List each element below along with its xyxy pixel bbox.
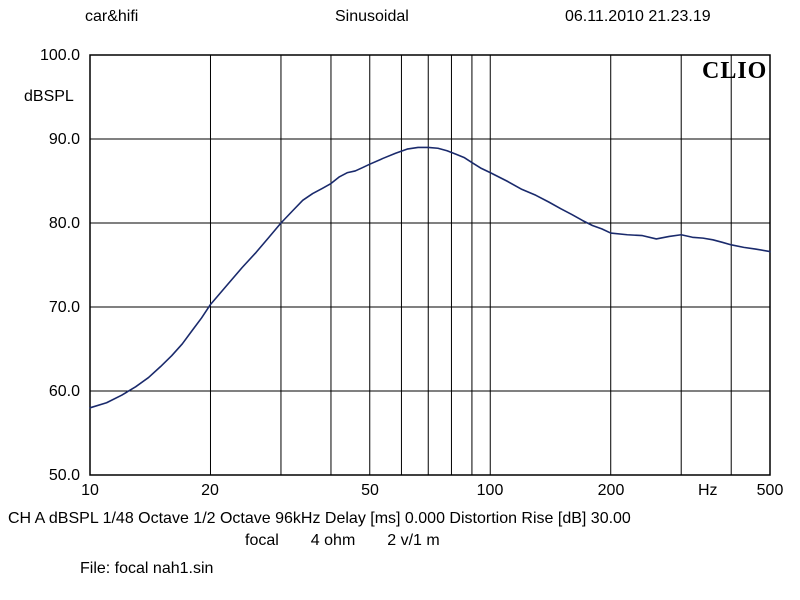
footer-line2: focal 4 ohm 2 v/1 m <box>245 532 440 550</box>
footer-file: File: focal nah1.sin <box>80 560 213 578</box>
chart-container: car&hifi Sinusoidal 06.11.2010 21.23.19 … <box>0 0 800 600</box>
footer-line1: CH A dBSPL 1/48 Octave 1/2 Octave 96kHz … <box>8 510 631 528</box>
